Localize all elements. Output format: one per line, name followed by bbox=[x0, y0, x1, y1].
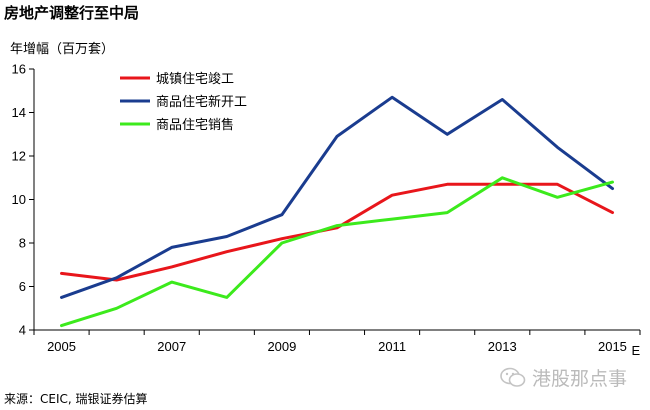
watermark-text: 港股那点事 bbox=[532, 368, 628, 390]
series-line-1 bbox=[60, 182, 614, 282]
y-tick-label: 6 bbox=[19, 279, 26, 294]
legend-label-2: 商品住宅新开工 bbox=[156, 94, 247, 110]
series-line-3 bbox=[60, 176, 614, 328]
legend-label-1: 城镇住宅竣工 bbox=[156, 72, 234, 87]
y-tick-label: 14 bbox=[12, 105, 26, 120]
y-tick-label: 16 bbox=[12, 62, 26, 77]
x-tick-label: 2013 bbox=[488, 339, 517, 354]
y-axis-label: 年增幅（百万套） bbox=[10, 42, 115, 57]
x-tick-label: 2011 bbox=[378, 339, 406, 354]
chart-title: 房地产调整行至中局 bbox=[4, 4, 140, 22]
source-note: 来源：CEIC, 瑞银证券估算 bbox=[4, 392, 148, 406]
watermark: 港股那点事 bbox=[500, 364, 627, 391]
x-estimate-suffix: E bbox=[631, 343, 640, 358]
x-tick-label: 2007 bbox=[157, 339, 186, 354]
series-line-2 bbox=[60, 95, 614, 299]
x-tick-label: 2009 bbox=[267, 339, 296, 354]
y-tick-label: 12 bbox=[12, 149, 26, 164]
wechat-icon bbox=[500, 367, 526, 389]
y-tick-label: 10 bbox=[12, 192, 26, 207]
y-tick-label: 4 bbox=[19, 323, 26, 338]
x-tick-label: 2005 bbox=[47, 339, 76, 354]
x-tick-label: 2015 bbox=[598, 339, 627, 354]
y-tick-label: 8 bbox=[19, 236, 26, 251]
legend-label-3: 商品住宅销售 bbox=[156, 117, 234, 133]
